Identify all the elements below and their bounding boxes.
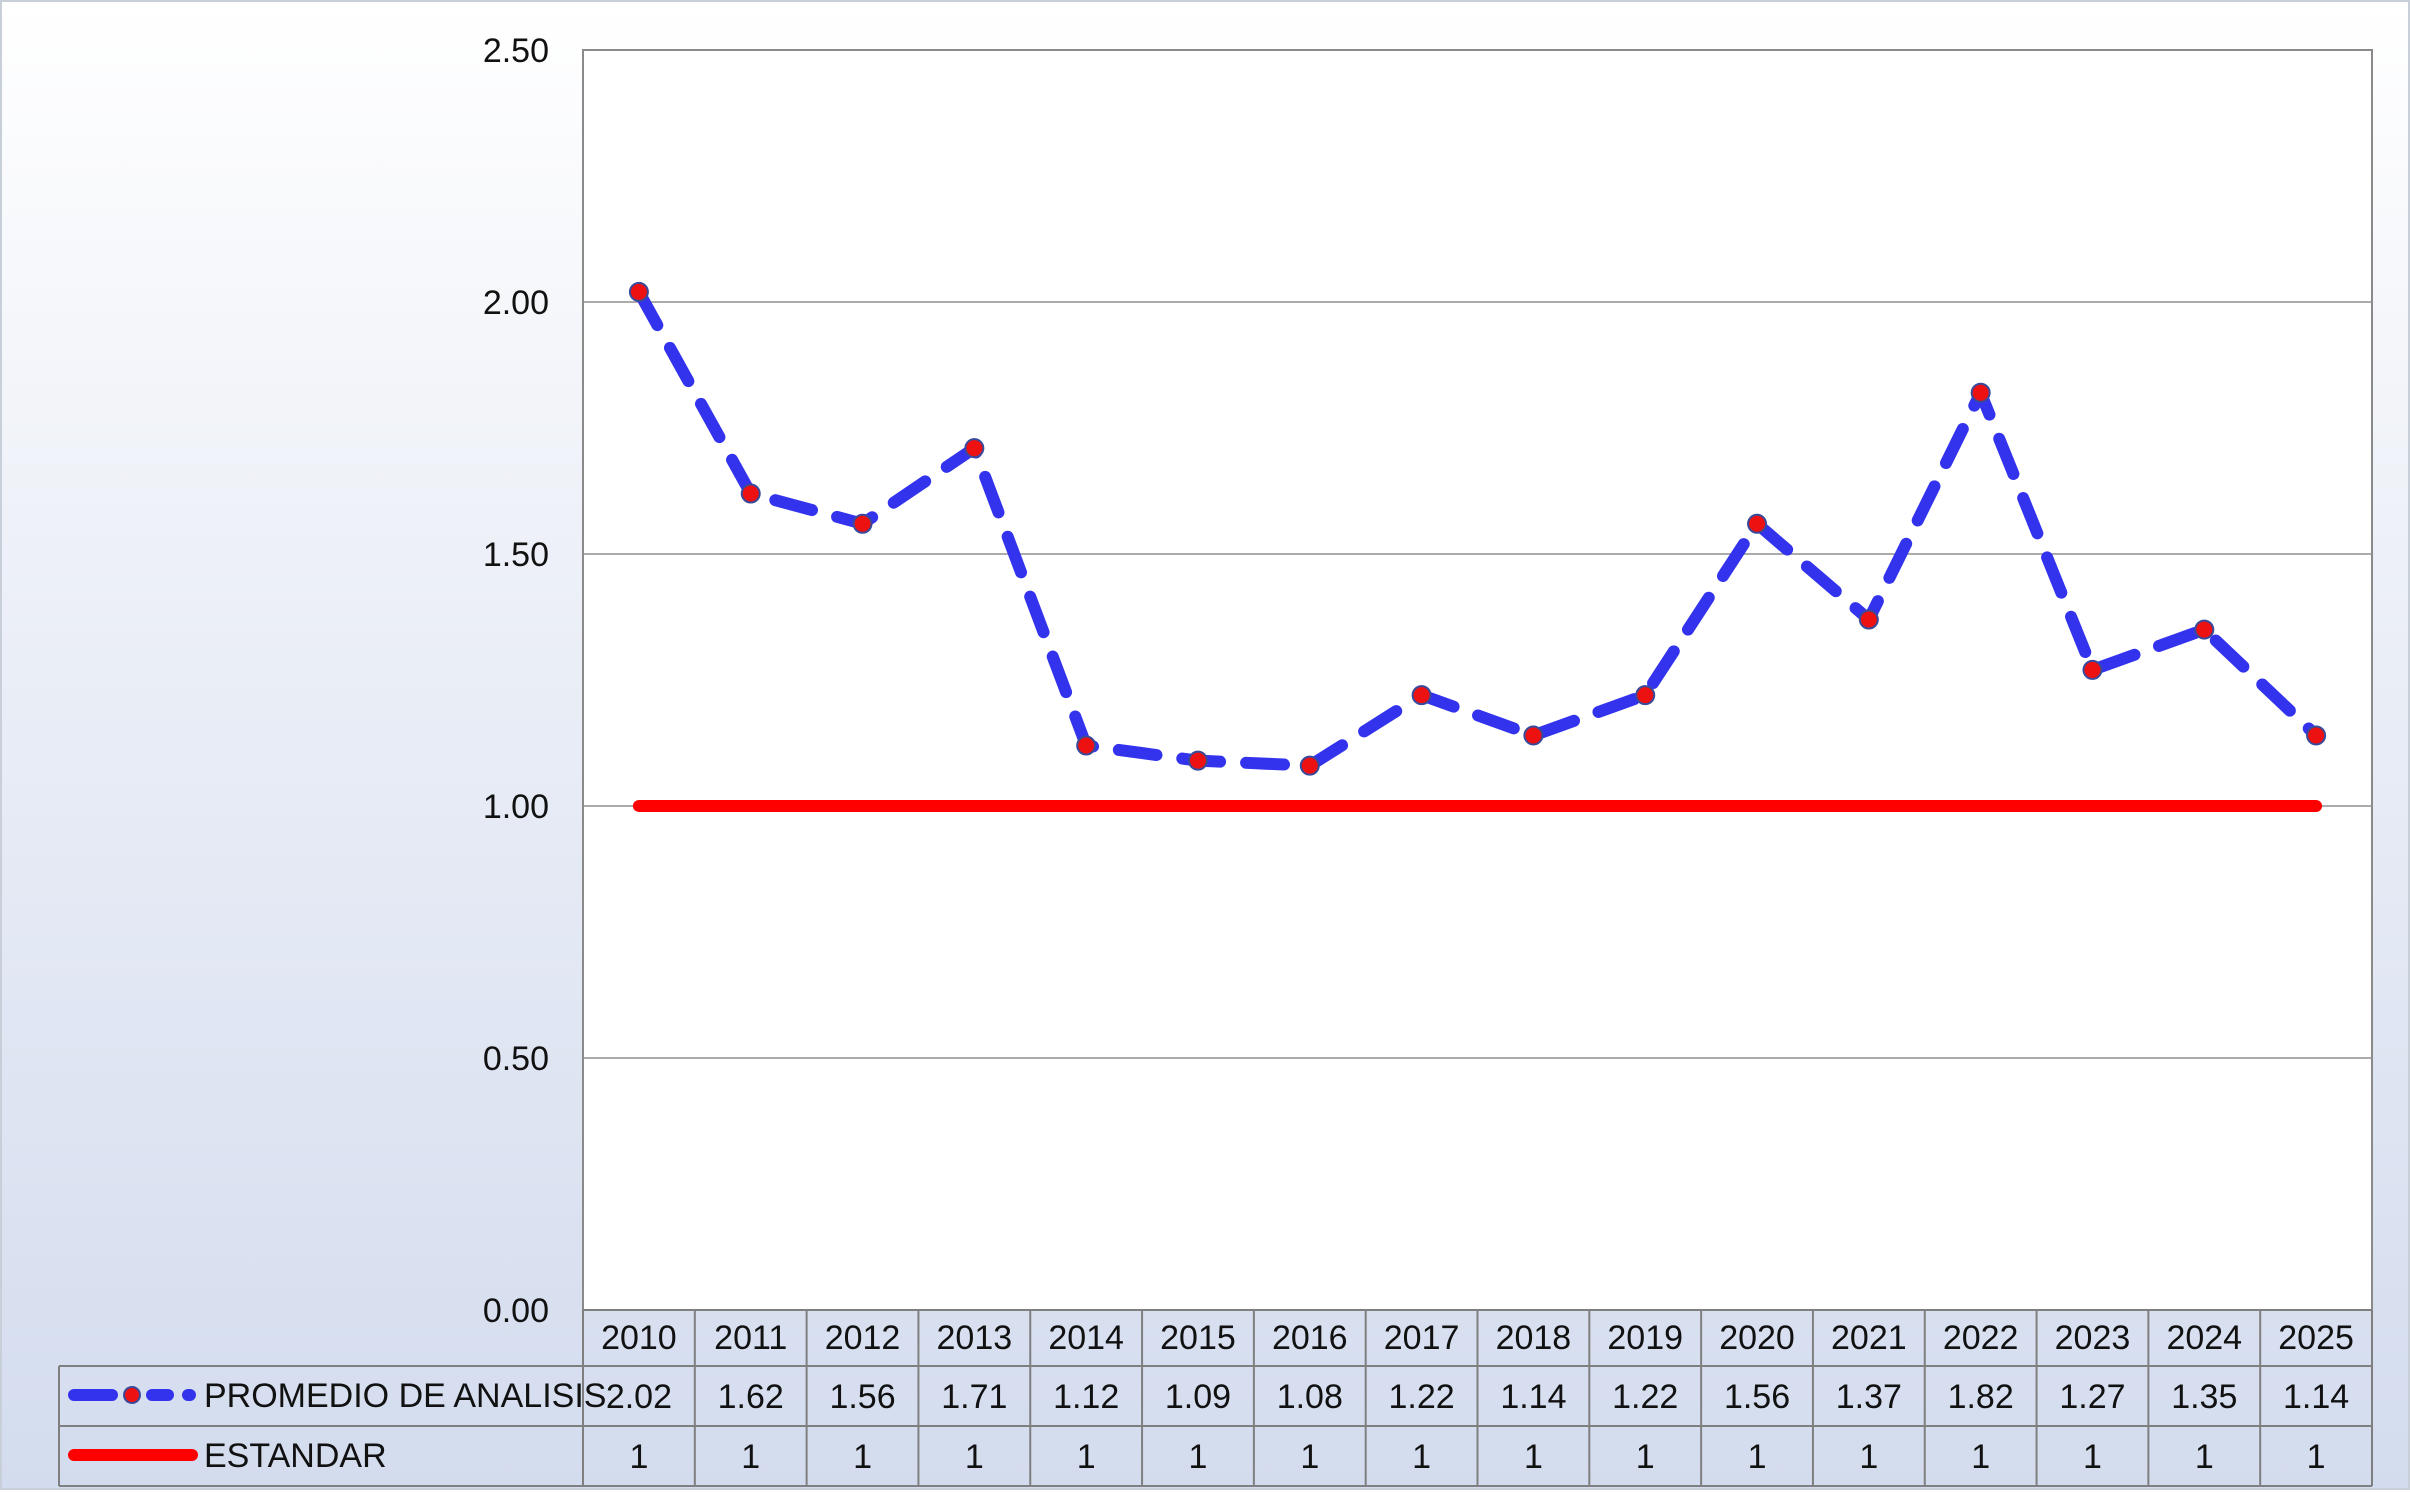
- data-label: 1.12: [1053, 1378, 1119, 1416]
- data-label: 1: [1971, 1438, 1990, 1476]
- x-category-label: 2018: [1496, 1319, 1572, 1357]
- data-point: [1187, 750, 1208, 771]
- data-label: 1.62: [718, 1378, 784, 1416]
- x-category-label: 2013: [937, 1319, 1013, 1357]
- data-point: [1411, 685, 1432, 706]
- data-label: 1.56: [829, 1378, 895, 1416]
- x-category-label: 2023: [2055, 1319, 2131, 1357]
- data-label: 1.09: [1165, 1378, 1231, 1416]
- data-label: 1: [1077, 1438, 1096, 1476]
- y-axis-ticks: 0.00 0.50 1.00 1.50 2.00 2.50: [483, 32, 549, 1330]
- series-line-promedio: [632, 285, 2323, 772]
- data-label: 1: [1524, 1438, 1543, 1476]
- x-category-label: 2017: [1384, 1319, 1460, 1357]
- data-label: 1.14: [1500, 1378, 1566, 1416]
- data-point: [1635, 685, 1656, 706]
- data-label: 1.82: [1948, 1378, 2014, 1416]
- data-label: 1.37: [1836, 1378, 1902, 1416]
- data-point: [740, 483, 761, 504]
- data-label: 1: [853, 1438, 872, 1476]
- series-lines: [628, 281, 2327, 812]
- data-point: [628, 281, 649, 302]
- x-category-label: 2012: [825, 1319, 901, 1357]
- x-category-label: 2019: [1607, 1319, 1683, 1357]
- data-label: 1: [1748, 1438, 1767, 1476]
- x-category-label: 2025: [2278, 1319, 2354, 1357]
- data-label: 1: [2195, 1438, 2214, 1476]
- data-label: 1: [2307, 1438, 2326, 1476]
- data-label: 1: [741, 1438, 760, 1476]
- data-point: [2082, 659, 2103, 680]
- x-category-label: 2020: [1719, 1319, 1795, 1357]
- legend-marker-promedio: [123, 1386, 141, 1404]
- x-category-label: 2011: [714, 1319, 787, 1357]
- x-category-label: 2022: [1943, 1319, 2019, 1357]
- data-label: 1.71: [941, 1378, 1007, 1416]
- data-label: 1: [2083, 1438, 2102, 1476]
- data-point: [2306, 725, 2327, 746]
- series-name-label: ESTANDAR: [204, 1437, 387, 1475]
- data-point: [1076, 735, 1097, 756]
- y-tick-label: 0.50: [483, 1040, 549, 1078]
- x-category-label: 2015: [1160, 1319, 1236, 1357]
- x-category-label: 2010: [601, 1319, 677, 1357]
- x-category-label: 2014: [1048, 1319, 1124, 1357]
- data-label: 1: [1300, 1438, 1319, 1476]
- data-label: 1: [629, 1438, 648, 1476]
- data-point: [1858, 609, 1879, 630]
- data-label: 1: [965, 1438, 984, 1476]
- data-label: 1: [1189, 1438, 1208, 1476]
- data-label: 1.56: [1724, 1378, 1790, 1416]
- x-category-label: 2021: [1831, 1319, 1907, 1357]
- data-label: 1.22: [1612, 1378, 1678, 1416]
- data-label: 1.14: [2283, 1378, 2349, 1416]
- y-tick-label: 0.00: [483, 1292, 549, 1330]
- data-label: 1.27: [2059, 1378, 2125, 1416]
- y-tick-label: 2.00: [483, 284, 549, 322]
- data-table: 2010 2011 2012 2013 2014 2015 2016 2017 2018 2019…: [58, 1309, 2373, 1487]
- data-label: 1: [1859, 1438, 1878, 1476]
- data-label: 1: [1412, 1438, 1431, 1476]
- data-point: [1523, 725, 1544, 746]
- y-tick-label: 2.50: [483, 32, 549, 70]
- data-point: [1299, 755, 1320, 776]
- data-label: 1.35: [2171, 1378, 2237, 1416]
- data-point: [1747, 513, 1768, 534]
- data-label: 1.22: [1389, 1378, 1455, 1416]
- x-category-label: 2024: [2166, 1319, 2242, 1357]
- data-label: 2.02: [606, 1378, 672, 1416]
- plot-area: [582, 49, 2373, 1311]
- y-tick-label: 1.50: [483, 536, 549, 574]
- data-point: [2194, 619, 2215, 640]
- y-tick-label: 1.00: [483, 788, 549, 826]
- data-point: [852, 513, 873, 534]
- x-category-label: 2016: [1272, 1319, 1348, 1357]
- data-point: [964, 438, 985, 459]
- data-point: [1970, 382, 1991, 403]
- series-name-label: PROMEDIO DE ANALISIS: [204, 1377, 606, 1415]
- data-label: 1: [1636, 1438, 1655, 1476]
- data-label: 1.08: [1277, 1378, 1343, 1416]
